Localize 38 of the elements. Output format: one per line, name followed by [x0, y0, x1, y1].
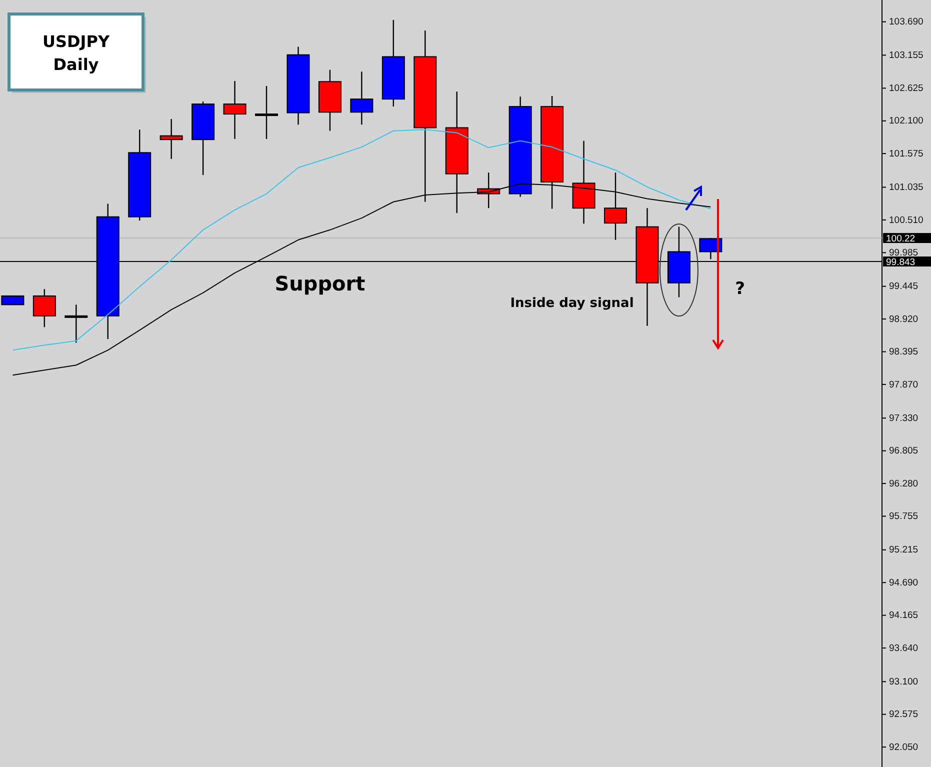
annotation: Inside day signal	[510, 296, 634, 311]
y-tick-label: 103.690	[889, 16, 924, 28]
y-tick-label: 97.870	[889, 379, 918, 390]
y-tick-label: 102.625	[889, 83, 924, 94]
ref-line-label: 100.22	[886, 234, 916, 245]
y-tick-label: 99.445	[889, 281, 918, 292]
line-series	[12, 129, 712, 351]
candlestick	[350, 71, 374, 126]
candlestick	[160, 118, 183, 160]
candlestick	[223, 80, 246, 140]
text: ?	[735, 279, 745, 299]
text: USDJPY	[42, 32, 110, 51]
candlestick	[32, 288, 56, 328]
y-tick-label: 99.985	[889, 248, 918, 259]
y-tick-label: 95.755	[889, 511, 918, 522]
y-tick-label: 96.280	[889, 478, 918, 490]
candlestick	[64, 304, 88, 344]
y-tick-label: 95.215	[889, 544, 918, 556]
annotation: Support	[274, 272, 366, 296]
y-tick-label: 98.395	[889, 346, 918, 358]
y-tick-label: 101.035	[889, 182, 924, 194]
y-tick-label: 92.575	[889, 709, 918, 720]
y-tick-label: 101.575	[889, 148, 924, 160]
y-tick-label: 97.330	[889, 412, 918, 424]
candlestick	[699, 237, 722, 260]
y-tick-label: 93.100	[889, 676, 918, 688]
y-tick-label: 96.805	[889, 446, 918, 457]
y-tick-label: 103.155	[889, 50, 924, 61]
candlestick	[255, 85, 278, 140]
y-tick-label: 102.100	[889, 116, 924, 127]
y-tick-label: 94.690	[889, 577, 918, 588]
y-tick-label: 98.920	[889, 314, 918, 325]
text: Daily	[53, 55, 100, 74]
y-tick-label: 94.165	[889, 610, 918, 622]
y-tick-label: 93.640	[889, 642, 918, 654]
ref-line-label: 99.843	[886, 257, 916, 268]
y-tick-label: 92.050	[889, 742, 918, 753]
y-tick-label: 100.510	[889, 214, 924, 226]
